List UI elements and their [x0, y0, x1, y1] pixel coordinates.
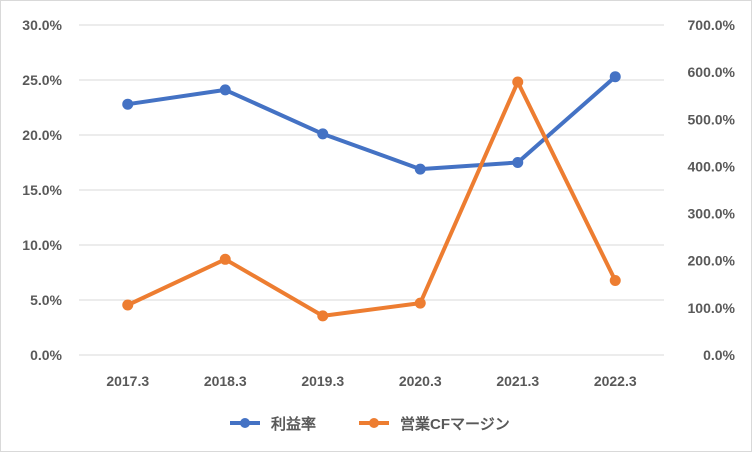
series-1-point — [609, 71, 621, 83]
x-axis-tick-label: 2020.3 — [399, 373, 442, 389]
series-line-1 — [125, 74, 618, 172]
series-2-point — [122, 299, 134, 311]
left-axis: 0.0% 5.0% 10.0% 15.0% 20.0% 25.0% 30.0% — [22, 17, 62, 363]
right-axis-tick-label: 0.0% — [703, 347, 735, 363]
legend-marker-1 — [240, 418, 250, 428]
right-axis-tick-label: 300.0% — [688, 206, 736, 222]
left-axis-tick-label: 5.0% — [30, 292, 62, 308]
legend: 利益率 営業CFマージン — [230, 415, 510, 433]
left-axis-tick-label: 30.0% — [22, 17, 62, 33]
left-axis-tick-label: 15.0% — [22, 182, 62, 198]
left-axis-tick-label: 20.0% — [22, 127, 62, 143]
right-axis-tick-label: 600.0% — [688, 64, 736, 80]
series-1-point — [219, 84, 231, 96]
x-axis-tick-label: 2019.3 — [301, 373, 344, 389]
left-axis-tick-label: 10.0% — [22, 237, 62, 253]
left-axis-tick-label: 0.0% — [30, 347, 62, 363]
x-axis: 2017.3 2018.3 2019.3 2020.3 2021.3 2022.3 — [106, 373, 637, 389]
x-axis-tick-label: 2017.3 — [106, 373, 149, 389]
legend-label-1: 利益率 — [271, 415, 316, 433]
series-2-point — [512, 76, 524, 88]
legend-label-2: 営業CFマージン — [400, 415, 510, 433]
series — [122, 71, 621, 322]
series-1-point — [122, 98, 134, 110]
right-axis-tick-label: 500.0% — [688, 111, 736, 127]
x-axis-tick-label: 2021.3 — [496, 373, 539, 389]
right-axis-tick-label: 100.0% — [688, 300, 736, 316]
series-2-point — [317, 310, 329, 322]
series-1-point — [414, 163, 426, 175]
legend-marker-2 — [369, 418, 379, 428]
x-axis-tick-label: 2022.3 — [594, 373, 637, 389]
series-2-point — [414, 297, 426, 309]
series-1-point — [317, 128, 329, 140]
series-2-point — [219, 253, 231, 265]
right-axis-tick-label: 200.0% — [688, 253, 736, 269]
left-axis-tick-label: 25.0% — [22, 72, 62, 88]
series-line-2 — [125, 80, 618, 318]
right-axis-tick-label: 400.0% — [688, 158, 736, 174]
series-2-point — [609, 275, 621, 287]
right-axis-tick-label: 700.0% — [688, 17, 736, 33]
x-axis-tick-label: 2018.3 — [204, 373, 247, 389]
gridlines — [79, 24, 664, 356]
series-1-point — [512, 157, 524, 168]
right-axis: 0.0% 100.0% 200.0% 300.0% 400.0% 500.0% 600.0%… — [688, 17, 736, 363]
